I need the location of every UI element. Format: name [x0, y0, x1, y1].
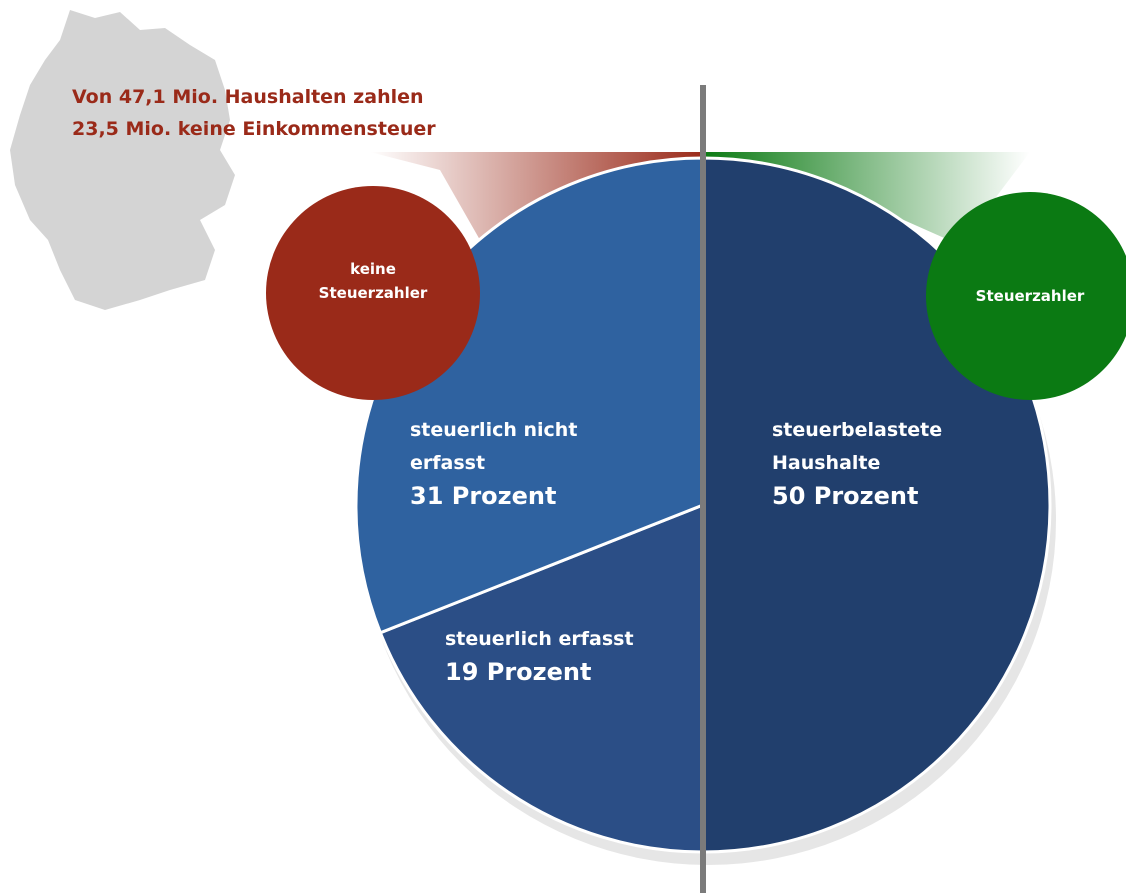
- slice-label: steuerlich erfasst 19 Prozent: [445, 623, 705, 689]
- title: 23,5 Mio. keine Einkommensteuer: [72, 118, 436, 140]
- value-label: 31 Prozent: [410, 482, 557, 510]
- map-germany: [10, 10, 235, 310]
- value-label: 50 Prozent: [772, 482, 919, 510]
- slice-label: steuerlich nicht erfasst 31 Prozent: [410, 414, 590, 513]
- annotation-bubble: [926, 192, 1126, 400]
- value-label: 19 Prozent: [445, 658, 592, 686]
- title: Von 47,1 Mio. Haushalten zahlen: [72, 86, 424, 108]
- slice-label: steuerbelastete Haushalte 50 Prozent: [772, 414, 972, 513]
- annotation: Steuerzahler: [975, 287, 1085, 305]
- pie-slice: [378, 502, 705, 854]
- annotation-bubble: [266, 186, 480, 400]
- annotation: keine Steuerzahler: [318, 260, 428, 302]
